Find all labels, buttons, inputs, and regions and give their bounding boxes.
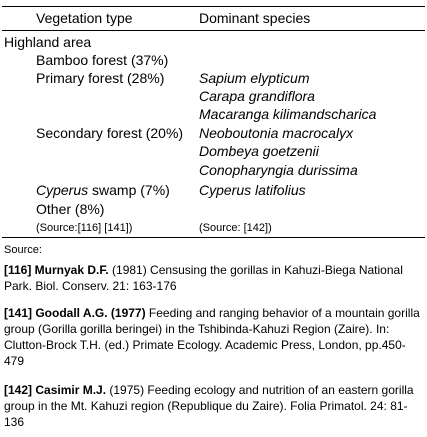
reference-141: [141] Goodall A.G. (1977) Feeding and ra…: [4, 305, 422, 369]
vegetation-cyperus-rest: swamp (7%): [88, 182, 170, 198]
reference-116: [116] Murnyak D.F. (1981) Censusing the …: [4, 262, 422, 294]
species-secondary-1: Neoboutonia macrocalyx: [199, 125, 354, 141]
species-primary-3: Macaranga kilimandscharica: [199, 106, 377, 122]
reference-141-text: Feeding and ranging behavior of a mounta…: [4, 306, 420, 368]
vegetation-cyperus-genus: Cyperus: [36, 182, 89, 198]
species-secondary-3: Conopharyngia durissima: [199, 162, 358, 178]
reference-142-text: (1975) Feeding ecology and nutrition of …: [4, 383, 414, 429]
sources-label: Source:: [4, 244, 42, 256]
vegetation-primary: Primary forest (28%): [36, 70, 165, 86]
reference-142-author: [142] Casimir M.J.: [4, 383, 107, 397]
area-label: Highland area: [4, 34, 92, 50]
header-dominant-species: Dominant species: [199, 10, 311, 26]
vegetation-other: Other (8%): [36, 201, 105, 217]
source-right: (Source: [142]): [199, 222, 272, 234]
vegetation-cyperus-swamp: Cyperus swamp (7%): [36, 182, 170, 199]
reference-116-text: (1981) Censusing the gorillas in Kahuzi-…: [4, 263, 403, 293]
species-cyperus: Cyperus latifolius: [199, 182, 306, 198]
source-left: (Source:[116] [141]): [36, 222, 133, 234]
reference-141-author: [141] Goodall A.G. (1977): [4, 306, 146, 320]
species-primary-2: Carapa grandiflora: [199, 88, 315, 104]
species-primary-1: Sapium elypticum: [199, 70, 310, 86]
vegetation-secondary: Secondary forest (20%): [36, 125, 184, 141]
header-vegetation-type: Vegetation type: [36, 10, 133, 26]
reference-116-author: [116] Murnyak D.F.: [4, 263, 109, 277]
table-top-rule: [2, 6, 425, 7]
reference-142: [142] Casimir M.J. (1975) Feeding ecolog…: [4, 382, 422, 430]
table-bottom-rule: [2, 237, 425, 238]
species-secondary-2: Dombeya goetzenii: [199, 143, 319, 159]
vegetation-bamboo: Bamboo forest (37%): [36, 52, 169, 68]
header-rule: [2, 30, 425, 31]
